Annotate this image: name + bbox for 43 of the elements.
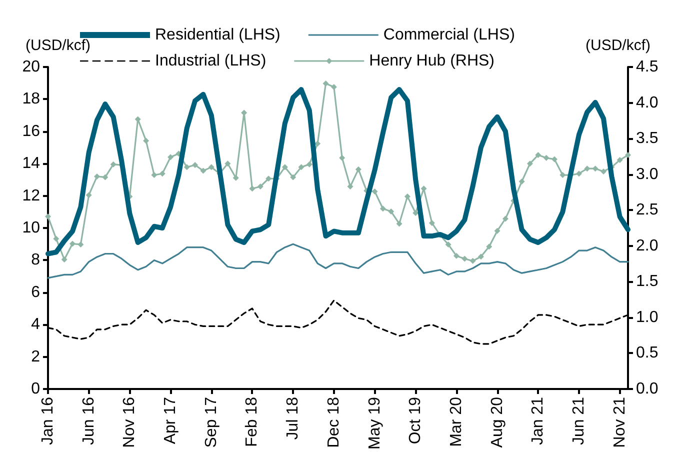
x-tick-label: Apr 17 [162,396,180,444]
y2-tick-label: 0.5 [636,344,658,362]
y2-tick-label: 3.0 [636,166,658,183]
legend-label: Residential (LHS) [155,26,280,44]
y-tick-label: 6 [31,284,40,301]
x-tick-label: Feb 18 [244,396,261,447]
y2-tick-label: 1.0 [636,308,658,326]
y-tick-label: 10 [22,220,40,236]
y-tick-label: 2 [31,348,40,366]
y2-tick-label: 4.5 [636,58,658,76]
y2-tick-label: 2.0 [636,237,658,254]
x-tick-label: Nov 16 [121,396,138,448]
y-tick-label: 14 [22,155,40,172]
x-tick-label: Jun 16 [80,396,98,446]
legend-label: Commercial (LHS) [383,26,515,44]
y-tick-label: 0 [31,380,40,398]
y2-axis-title: (USD/kcf) [586,37,650,54]
y-tick-label: 12 [22,187,40,204]
y-tick-label: 18 [22,90,40,108]
x-tick-label: Aug 20 [488,396,506,448]
x-tick-label: Mar 20 [448,396,465,447]
y-tick-label: 20 [22,58,40,76]
y-tick-label: 4 [31,316,40,334]
y-tick-label: 8 [31,252,40,269]
x-tick-label: May 19 [366,396,384,450]
x-tick-label: Jul 18 [284,396,302,440]
x-tick-label: Dec 18 [325,396,342,448]
y-axis-title: (USD/kcf) [26,37,90,54]
y2-tick-label: 1.5 [636,273,658,290]
line-series [47,243,629,279]
legend-label: Henry Hub (RHS) [369,52,495,70]
y2-tick-label: 3.5 [636,130,658,148]
y-tick-label: 16 [22,122,40,140]
x-tick-label: Sep 17 [202,396,220,448]
x-tick-label: Jan 21 [530,396,547,446]
x-tick-label: Jun 21 [570,396,588,446]
y2-tick-label: 4.0 [636,94,658,112]
x-tick-label: Jan 16 [40,396,56,446]
x-tick-label: Nov 21 [611,396,628,448]
y2-tick-label: 0.0 [636,380,658,398]
x-tick-label: Oct 19 [407,396,424,444]
y2-tick-label: 2.5 [636,202,658,219]
legend-label: Industrial (LHS) [155,52,266,70]
